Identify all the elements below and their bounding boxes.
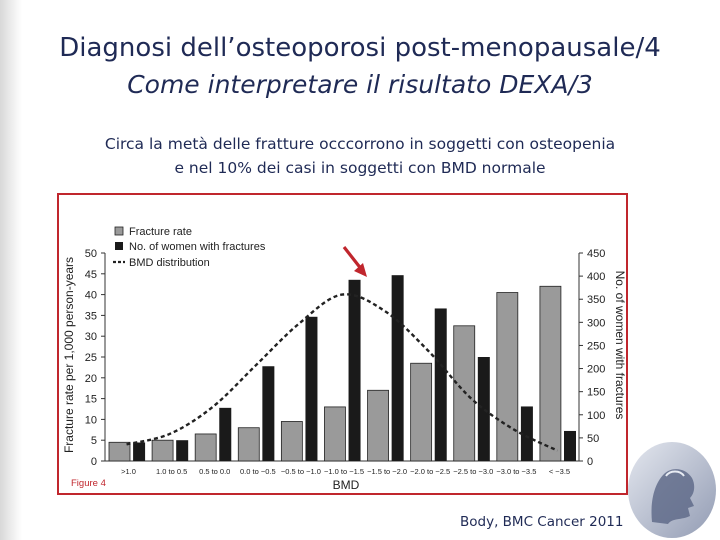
x-tick-label: 0.0 to −0.5 [240,467,276,476]
right-tick-label: 200 [587,364,605,376]
left-tick-label: 25 [85,352,97,364]
left-tick-label: 45 [85,269,97,281]
right-tick-label: 50 [587,433,599,445]
women-with-fractures-bar [391,275,404,461]
fracture-rate-bar [410,362,433,462]
right-axis-title: No. of women with fractures [613,271,626,420]
x-tick-label: −1.5 to −2.0 [367,467,407,476]
chart-frame: 0 5 10 15 20 25 30 35 40 45 50 0 50 100 150 200 250 300 35… [57,193,628,495]
x-tick-label: −2.0 to −2.5 [410,467,450,476]
x-tick-label: −0.5 to −1.0 [281,467,321,476]
fracture-rate-bar [324,406,346,462]
left-tick-label: 5 [91,435,97,447]
legend-fracture-rate-label: Fracture rate [129,226,192,238]
women-with-fractures-bar [133,442,146,461]
left-tick-label: 20 [85,373,97,385]
caption-line-2: e nel 10% dei casi in soggetti con BMD n… [174,159,546,177]
women-with-fractures-bar [520,406,533,461]
slide-title: Diagnosi dell’osteoporosi post-menopausa… [59,33,661,63]
x-axis-title: BMD [333,478,360,492]
fracture-rate-bar [280,421,303,462]
highlight-arrow-shaft [342,246,364,271]
slide-subtitle-title: Come interpretare il risultato DEXA/3 [127,70,593,99]
x-tick-label: < −3.5 [549,467,570,476]
fracture-rate-bar [194,433,217,462]
women-with-fractures-bar [219,407,232,461]
fracture-rate-bar [539,285,562,462]
society-seal-logo [628,442,716,538]
right-tick-label: 100 [587,410,605,422]
left-tick-label: 0 [91,456,97,468]
x-tick-label: −2.5 to −3.0 [453,467,493,476]
left-tick-label: 35 [85,310,97,322]
left-tick-label: 40 [85,290,97,302]
highlight-arrow-head [354,263,367,277]
right-tick-label: 400 [587,271,605,283]
right-tick-label: 300 [587,317,605,329]
women-with-fractures-bar [477,357,490,461]
left-tick-label: 30 [85,331,97,343]
left-decorative-band [0,0,22,540]
women-with-fractures-bar [348,279,361,461]
legend-fracture-rate-swatch [114,226,124,236]
women-with-fractures-bar [305,316,318,461]
x-tick-label: 0.5 to 0.0 [199,467,230,476]
fracture-rate-bar [237,427,260,462]
bmd-distribution-line [126,293,558,452]
left-tick-label: 50 [85,248,97,260]
fracture-rate-bar [496,292,519,462]
legend-women-label: No. of women with fractures [129,241,266,253]
left-tick-label: 10 [85,414,97,426]
figure-label: Figure 4 [71,478,106,489]
fracture-rate-bar [453,325,476,462]
right-tick-label: 350 [587,294,605,306]
fracture-rate-bar [151,439,174,462]
bmd-fracture-chart: 0 5 10 15 20 25 30 35 40 45 50 0 50 100 150 200 250 300 35… [62,226,626,492]
women-with-fractures-bar [262,366,275,461]
fracture-rate-bar [367,389,389,462]
legend-women-swatch [115,242,123,250]
source-citation: Body, BMC Cancer 2011 [460,514,624,530]
x-tick-label: −1.0 to −1.5 [324,467,364,476]
x-tick-label: 1.0 to 0.5 [156,467,187,476]
right-tick-label: 0 [587,456,593,468]
left-axis-title: Fracture rate per 1,000 person-years [62,257,76,453]
fracture-rate-bar [108,441,131,462]
x-tick-label: −3.0 to −3.5 [496,467,536,476]
x-tick-label: >1.0 [121,467,136,476]
right-tick-label: 250 [587,340,605,352]
legend-bmd-label: BMD distribution [129,257,210,269]
right-tick-label: 150 [587,387,605,399]
left-tick-label: 15 [85,394,97,406]
women-with-fractures-bar [434,308,447,461]
caption-line-1: Circa la metà delle fratture occcorrono … [104,135,616,153]
women-with-fractures-bar [176,440,189,461]
right-tick-label: 450 [587,248,605,260]
women-with-fractures-bar [564,430,576,461]
